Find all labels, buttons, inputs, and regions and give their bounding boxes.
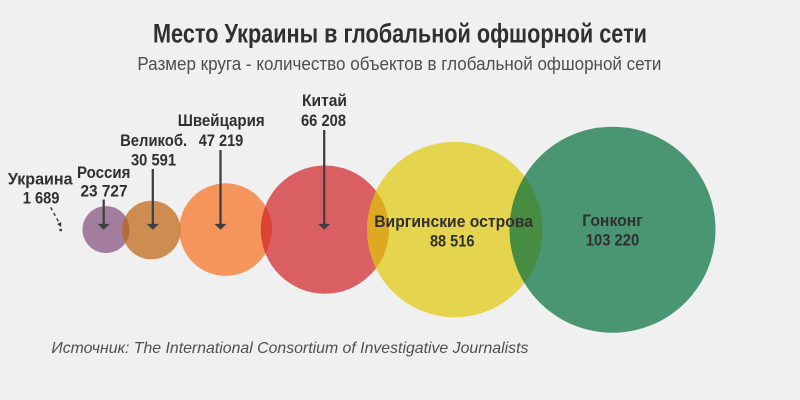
svg-text:Место Украины в глобальной офш: Место Украины в глобальной офшорной сети: [153, 19, 647, 49]
svg-text:Виргинские острова: Виргинские острова: [374, 213, 534, 231]
svg-text:47 219: 47 219: [199, 132, 244, 150]
svg-text:Китай: Китай: [302, 92, 347, 110]
svg-text:88 516: 88 516: [430, 233, 475, 251]
svg-text:Россия: Россия: [77, 164, 130, 182]
svg-text:Великоб.: Великоб.: [120, 132, 187, 150]
svg-text:103 220: 103 220: [586, 232, 639, 250]
svg-text:66 208: 66 208: [301, 112, 346, 130]
svg-text:Размер круга - количество объе: Размер круга - количество объектов в гло…: [137, 54, 661, 74]
svg-text:1 689: 1 689: [23, 190, 60, 208]
svg-text:Швейцария: Швейцария: [178, 112, 265, 130]
svg-text:Украина: Украина: [8, 171, 73, 189]
svg-text:30 591: 30 591: [131, 152, 176, 170]
svg-text:23 727: 23 727: [80, 183, 127, 201]
svg-text:Гонконг: Гонконг: [582, 212, 643, 230]
svg-text:Источник: The International Co: Источник: The International Consortium o…: [51, 340, 528, 357]
